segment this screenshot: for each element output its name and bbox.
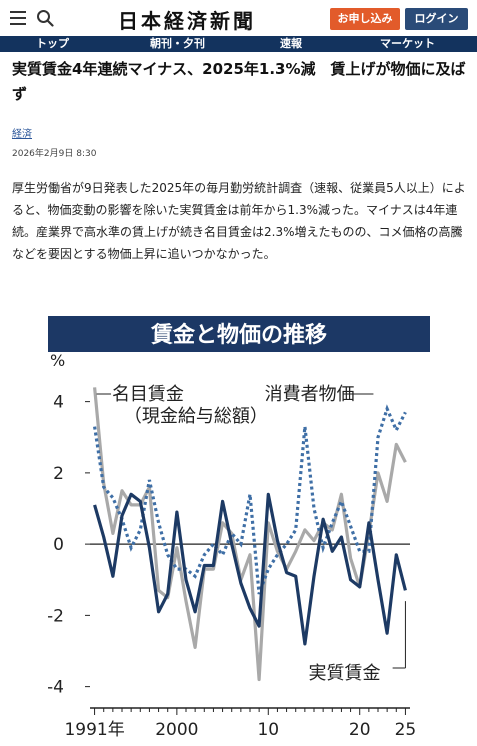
x-tick-label: 2000 — [155, 720, 198, 740]
x-tick-label: 1991年 — [64, 720, 124, 740]
subscribe-button[interactable]: お申し込み — [330, 8, 400, 30]
login-button[interactable]: ログイン — [405, 8, 468, 30]
top-bar: 日本経済新聞 お申し込み ログイン — [0, 0, 477, 36]
menu-icon[interactable] — [10, 11, 26, 25]
article-body: 厚生労働省が9日発表した2025年の毎月勤労統計調査（速報、従業員5人以上）によ… — [12, 181, 466, 261]
article-date: 2026年2月9日 8:30 — [12, 149, 97, 159]
wage-price-chart: 賃金と物価の推移 4 2 0 -2 -4% 1991年 2000 10 20 25 名目賃金 （現金… — [47, 316, 430, 742]
search-icon[interactable] — [36, 9, 54, 27]
cpi-label: 消費者物価 — [265, 384, 355, 405]
y-tick-label: -2 — [48, 606, 64, 626]
site-logo[interactable]: 日本経済新聞 — [118, 9, 256, 33]
nav-item-market[interactable]: マーケット — [380, 37, 435, 50]
chart-title-bar — [48, 316, 430, 352]
x-tick-label: 25 — [395, 720, 417, 740]
nav-item-papers[interactable]: 朝刊・夕刊 — [150, 37, 205, 50]
x-tick-label: 20 — [349, 720, 371, 740]
y-tick-label: 2 — [53, 464, 64, 484]
nominal-wage-line — [93, 387, 407, 682]
main-nav: トップ 朝刊・夕刊 速報 マーケット — [0, 36, 477, 52]
cpi-line — [93, 404, 407, 595]
y-tick-label: -4 — [48, 678, 64, 698]
real-wage-label: 実質賃金 — [309, 663, 381, 684]
real-wage-line — [93, 492, 407, 646]
nominal-wage-label: 名目賃金 — [112, 384, 184, 405]
nav-item-top[interactable]: トップ — [36, 37, 69, 50]
category-link[interactable]: 経済 — [12, 129, 32, 140]
y-axis-label: % — [50, 351, 65, 370]
y-tick-label: 0 — [53, 535, 64, 555]
nav-item-breaking[interactable]: 速報 — [280, 37, 302, 50]
chart-lines — [93, 387, 407, 682]
nominal-wage-note: （現金給与総額） — [124, 406, 268, 427]
x-tick-label: 10 — [257, 720, 279, 740]
chart-title: 賃金と物価の推移 — [150, 322, 327, 348]
chart-svg: 賃金と物価の推移 420-2-4%1991年 2000 10 20 25 名目賃金（現金… — [47, 316, 430, 740]
article-headline: 実質賃金4年連続マイナス、2025年1.3%減 賃上げが物価に及ばず — [12, 60, 466, 103]
y-tick-label: 4 — [53, 393, 64, 413]
chart-axes: 420-2-4%1991年 2000 10 20 25 — [47, 351, 417, 740]
